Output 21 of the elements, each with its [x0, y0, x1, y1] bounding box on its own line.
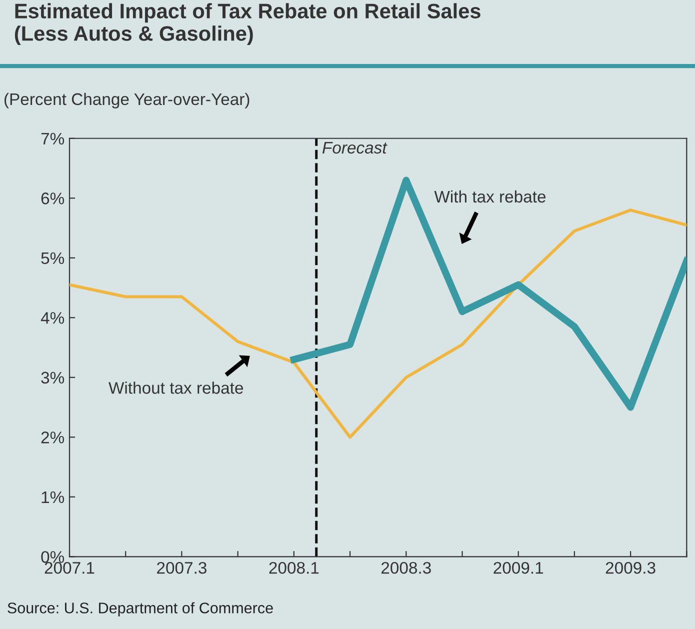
y-tick-label: 6% [41, 192, 64, 204]
x-tick-label: 2007.3 [157, 562, 206, 574]
line-series [70, 208, 687, 439]
text: Without tax rebate [108, 382, 243, 394]
x-tick-label: 2009.1 [494, 562, 544, 574]
x-tick-label: 2008.1 [269, 562, 319, 574]
y-axis-title: (Percent Change Year-over-Year) [4, 92, 250, 108]
y-tick-label: 2% [41, 432, 64, 444]
y-tick-label: 3% [41, 372, 64, 384]
series-label: With tax rebate [434, 190, 546, 203]
source-note: Source: U.S. Department of Commerce [8, 602, 273, 616]
y-tick-label: 0% [41, 551, 64, 563]
y-tick-label: 4% [40, 312, 64, 324]
y-tick-label: 5% [41, 252, 64, 264]
x-tick-label: 2007.1 [44, 562, 94, 574]
annotation: Forecast [322, 142, 388, 154]
x-tick-label: 2009.3 [606, 562, 656, 574]
chart-title: Estimated Impact of Tax Rebate on Retail Sales (Less Autos & Gasoline) [14, 3, 480, 46]
y-tick-label: 7% [41, 132, 64, 145]
x-tick-label: 2008.3 [381, 562, 431, 574]
y-tick-label: 1% [42, 491, 64, 504]
